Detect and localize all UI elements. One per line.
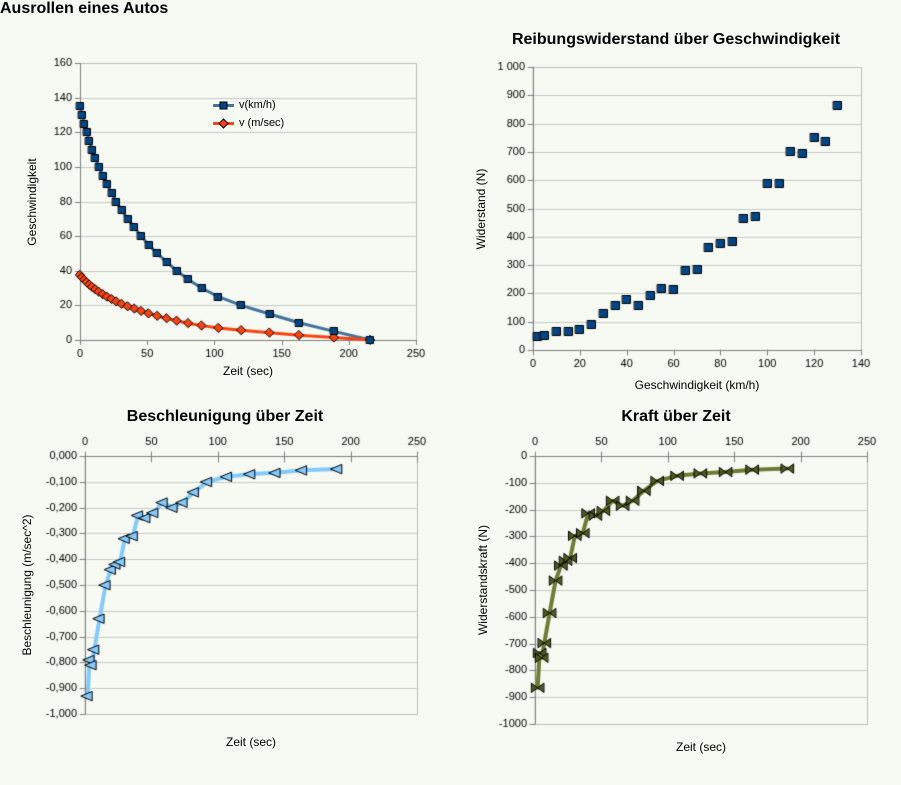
x-axis-label-reibungswiderstand: Geschwindigkeit (km/h) xyxy=(634,378,760,392)
legend-item-v-kmh: v(km/h) xyxy=(212,96,284,114)
chart-title-beschleunigung: Beschleunigung über Zeit xyxy=(126,408,324,425)
legend-label-v-msec: v (m/sec) xyxy=(239,117,285,129)
y-axis-label-kraft: Widerstandskraft (N) xyxy=(476,524,490,636)
chart-title-reibungswiderstand: Reibungswiderstand über Geschwindigkeit xyxy=(511,31,841,48)
legend-label-v-kmh: v(km/h) xyxy=(239,99,276,111)
x-axis-label-kraft: Zeit (sec) xyxy=(675,740,727,754)
chart-title-kraft: Kraft über Zeit xyxy=(621,408,731,425)
x-axis-label-ausrollen: Zeit (sec) xyxy=(222,364,274,378)
chart-title-ausrollen: Ausrollen eines Autos xyxy=(0,0,169,17)
legend: v(km/h) v (m/sec) xyxy=(212,96,284,132)
legend-marker-diamond-icon xyxy=(213,117,234,129)
y-axis-label-reibungswiderstand: Widerstand (N) xyxy=(474,168,488,250)
legend-item-v-msec: v (m/sec) xyxy=(212,114,284,132)
y-axis-label-beschleunigung: Beschleunigung (m/sec^2) xyxy=(20,514,34,656)
y-axis-label-ausrollen: Geschwindigkeit xyxy=(25,158,39,246)
x-axis-label-beschleunigung: Zeit (sec) xyxy=(225,735,277,749)
legend-marker-square-icon xyxy=(213,101,234,109)
